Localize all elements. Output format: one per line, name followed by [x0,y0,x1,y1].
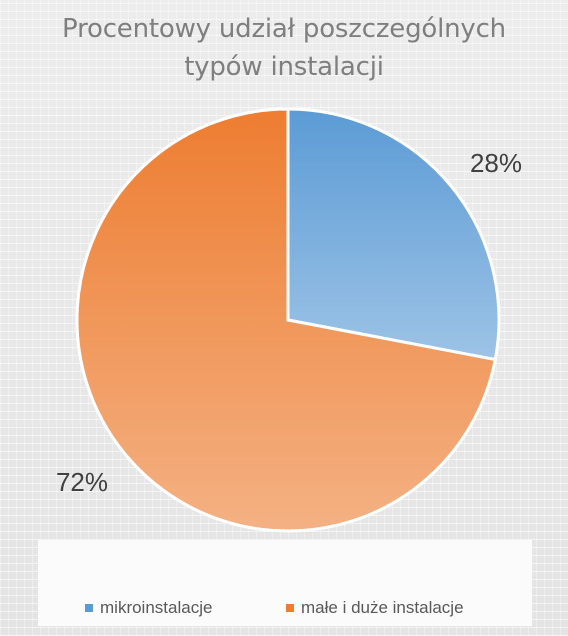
legend-swatch-blue [85,604,93,612]
legend-panel: mikroinstalacje małe i duże instalacje [38,540,532,626]
pie-slice-mikroinstalacje [286,107,501,362]
legend-label: małe i duże instalacje [301,598,464,617]
pie-slice-male-i-duze-instalacje [75,107,498,533]
legend: mikroinstalacje małe i duże instalacje [38,596,532,620]
data-label-mikroinstalacje: 28% [470,148,522,178]
legend-swatch-orange [286,604,294,612]
chart-title: Procentowy udział poszczególnych typów i… [62,14,506,82]
legend-item-male-i-duze-instalacje: małe i duże instalacje [286,596,464,620]
legend-item-mikroinstalacje: mikroinstalacje [85,596,212,620]
data-label-male-i-duze-instalacje: 72% [56,467,108,497]
legend-label: mikroinstalacje [100,598,213,617]
